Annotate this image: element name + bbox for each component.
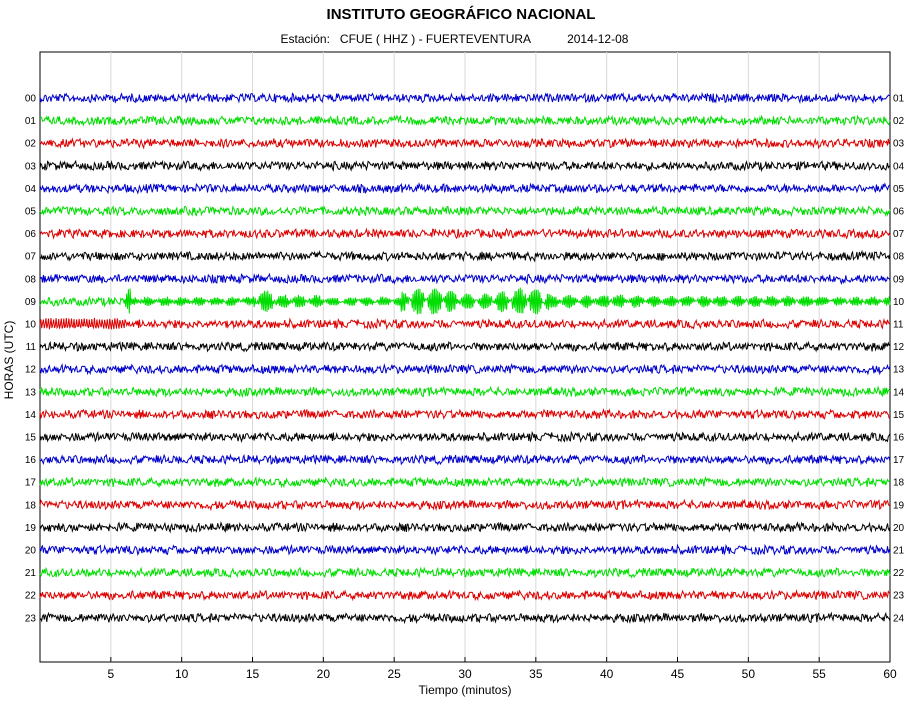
- trace-hour-11: [39, 340, 891, 353]
- left-hour-label: 00: [25, 94, 37, 105]
- left-hour-label: 20: [25, 546, 37, 557]
- trace-hour-14: [39, 408, 891, 421]
- right-hour-label: 02: [893, 116, 905, 127]
- left-hour-label: 15: [25, 433, 37, 444]
- right-hour-label: 04: [893, 161, 905, 172]
- x-tick-label: 55: [812, 667, 826, 681]
- left-hour-label: 08: [25, 274, 37, 285]
- trace-hour-19: [39, 520, 891, 534]
- chart-subtitle: Estación: CFUE ( HHZ ) - FUERTEVENTURA 2…: [0, 32, 909, 46]
- trace-hour-23: [39, 611, 891, 625]
- right-hour-label: 05: [893, 184, 905, 195]
- right-hour-label: 17: [893, 455, 905, 466]
- left-hour-label: 11: [26, 342, 37, 353]
- right-hour-label: 13: [893, 365, 905, 376]
- x-tick-label: 15: [246, 667, 260, 681]
- right-hour-label: 08: [893, 252, 905, 263]
- trace-hour-00: [39, 91, 891, 105]
- left-hour-labels: 00 01 02 03 04 05 06 07 08 09 10 11 12 13 14 15 16 17 18 19…: [25, 94, 37, 625]
- right-hour-label: 06: [893, 207, 905, 218]
- x-axis-label: Tiempo (minutos): [419, 683, 512, 697]
- trace-hour-06: [39, 227, 891, 240]
- x-tick-label: 25: [387, 667, 401, 681]
- left-hour-label: 18: [25, 500, 37, 511]
- left-hour-label: 09: [25, 297, 37, 308]
- left-hour-label: 01: [25, 116, 37, 127]
- x-tick-label: 60: [883, 667, 897, 681]
- trace-hour-16: [39, 453, 891, 466]
- right-hour-label: 09: [893, 274, 905, 285]
- trace-hour-20: [39, 543, 891, 557]
- left-hour-label: 06: [25, 229, 37, 240]
- x-tick-label: 30: [458, 667, 472, 681]
- right-hour-label: 16: [893, 433, 905, 444]
- left-hour-label: 10: [25, 320, 37, 331]
- trace-hour-18: [39, 498, 891, 512]
- x-tick-label: 20: [317, 667, 331, 681]
- trace-hour-13: [39, 385, 891, 398]
- left-hour-label: 03: [25, 161, 37, 172]
- right-hour-label: 20: [893, 523, 905, 534]
- left-hour-label: 14: [25, 410, 37, 421]
- trace-hour-01: [39, 114, 891, 127]
- right-hour-label: 07: [893, 229, 905, 240]
- right-hour-label: 14: [893, 387, 905, 398]
- chart-title: INSTITUTO GEOGRÁFICO NACIONAL: [326, 6, 596, 23]
- x-tick-label: 50: [742, 667, 756, 681]
- trace-hour-09: [39, 287, 891, 315]
- left-hour-label: 02: [25, 139, 37, 150]
- right-hour-label: 15: [893, 410, 905, 421]
- right-hour-label: 18: [893, 478, 905, 489]
- trace-hour-22: [39, 589, 891, 602]
- trace-hour-08: [39, 272, 891, 286]
- left-hour-label: 23: [25, 613, 37, 624]
- right-hour-label: 12: [893, 342, 905, 353]
- trace-hour-21: [39, 566, 891, 579]
- trace-hour-15: [39, 430, 891, 444]
- station-label: Estación:: [280, 32, 330, 46]
- right-hour-label: 23: [893, 591, 905, 602]
- trace-hour-10: [39, 317, 891, 331]
- x-tick-label: 45: [671, 667, 685, 681]
- left-hour-label: 21: [25, 568, 37, 579]
- trace-hour-03: [39, 159, 891, 173]
- trace-hour-07: [39, 249, 891, 263]
- station-name: CFUE ( HHZ ) - FUERTEVENTURA: [339, 32, 531, 46]
- left-hour-label: 13: [25, 387, 37, 398]
- x-axis-ticks: 5 10 15 20 25 30 35 40 45 50 55 60: [107, 657, 897, 681]
- right-hour-label: 10: [893, 297, 905, 308]
- trace-hour-05: [39, 204, 891, 218]
- left-hour-label: 12: [25, 365, 37, 376]
- left-hour-label: 19: [25, 523, 37, 534]
- record-date: 2014-12-08: [567, 32, 629, 46]
- right-hour-label: 01: [893, 94, 905, 105]
- x-tick-label: 5: [107, 667, 114, 681]
- left-hour-label: 05: [25, 207, 37, 218]
- trace-layer: [39, 91, 891, 625]
- right-hour-label: 22: [893, 568, 905, 579]
- trace-hour-12: [39, 363, 891, 376]
- trace-hour-17: [39, 476, 891, 489]
- x-tick-label: 35: [529, 667, 543, 681]
- left-hour-label: 16: [25, 455, 37, 466]
- grid-layer: [110, 52, 820, 662]
- right-hour-labels: 01 02 03 04 05 06 07 08 09 10 11 12 13 14 15 16 17 18 19 20…: [893, 94, 905, 625]
- left-hour-label: 22: [25, 591, 37, 602]
- left-hour-label: 07: [25, 252, 37, 263]
- left-hour-label: 04: [25, 184, 37, 195]
- x-tick-label: 10: [175, 667, 189, 681]
- trace-hour-04: [39, 181, 891, 195]
- right-hour-label: 21: [893, 546, 905, 557]
- y-axis-label: HORAS (UTC): [2, 321, 16, 400]
- right-hour-label: 19: [893, 500, 905, 511]
- right-hour-label: 03: [893, 139, 905, 150]
- trace-hour-02: [39, 137, 891, 150]
- right-hour-label: 24: [893, 613, 905, 624]
- x-tick-label: 40: [600, 667, 614, 681]
- left-hour-label: 17: [25, 478, 37, 489]
- right-hour-label: 11: [893, 320, 904, 331]
